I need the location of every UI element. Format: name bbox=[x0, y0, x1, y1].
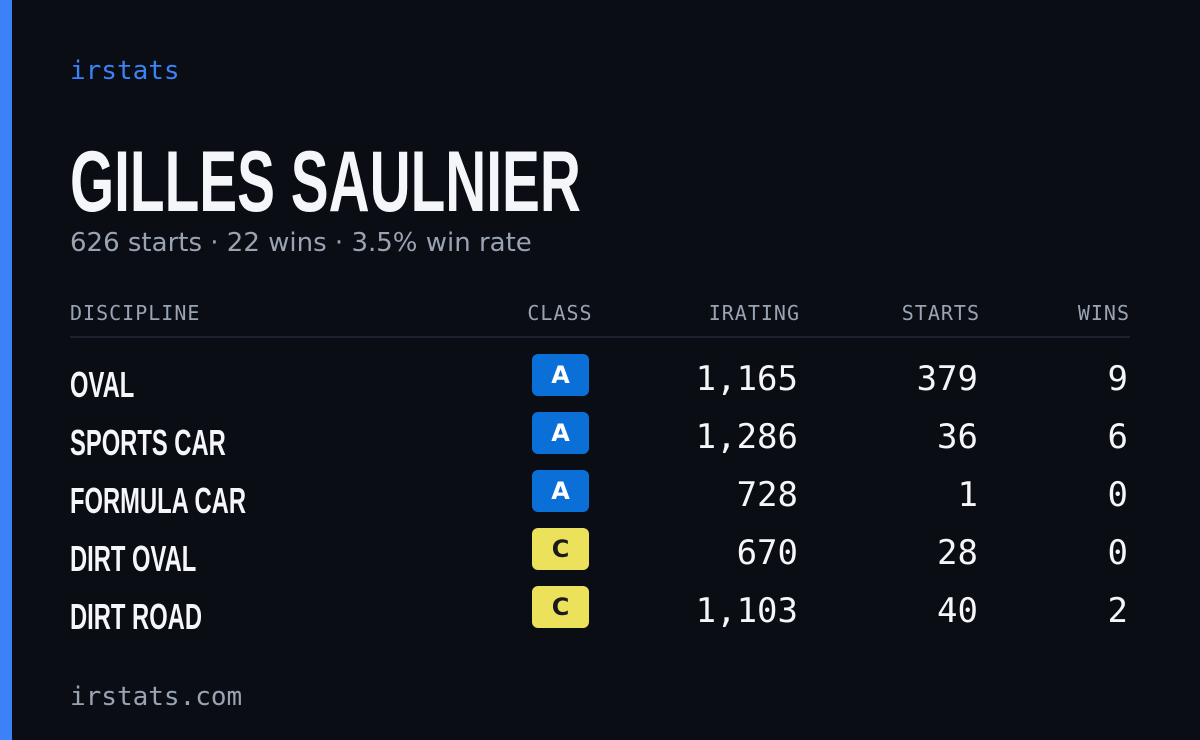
accent-bar bbox=[0, 0, 12, 740]
irating: 728 bbox=[736, 475, 798, 515]
header-rule bbox=[70, 336, 1130, 338]
irating: 1,103 bbox=[695, 591, 798, 631]
starts: 28 bbox=[937, 533, 978, 573]
discipline: DIRT OVAL bbox=[70, 538, 197, 579]
column-header: DISCIPLINE bbox=[70, 301, 201, 325]
wins: 6 bbox=[1107, 417, 1128, 457]
irating: 1,286 bbox=[695, 417, 798, 457]
column-header: CLASS bbox=[527, 301, 593, 325]
class-badge: C bbox=[532, 586, 589, 628]
irating: 1,165 bbox=[695, 359, 798, 399]
starts: 1 bbox=[957, 475, 978, 515]
class-badge: C bbox=[532, 528, 589, 570]
wins: 0 bbox=[1107, 533, 1128, 573]
driver-name: GILLES SAULNIER bbox=[70, 134, 581, 230]
starts: 379 bbox=[916, 359, 978, 399]
column-header: STARTS bbox=[901, 301, 980, 325]
class-badge: A bbox=[532, 470, 589, 512]
starts: 36 bbox=[937, 417, 978, 457]
driver-summary: 626 starts · 22 wins · 3.5% win rate bbox=[70, 228, 532, 258]
discipline: OVAL bbox=[70, 364, 135, 405]
wins: 9 bbox=[1107, 359, 1128, 399]
discipline: FORMULA CAR bbox=[70, 480, 246, 521]
irating: 670 bbox=[736, 533, 798, 573]
discipline: DIRT ROAD bbox=[70, 596, 202, 637]
wins: 0 bbox=[1107, 475, 1128, 515]
footer-url: irstats.com bbox=[70, 682, 243, 712]
column-header: WINS bbox=[1077, 301, 1130, 325]
brand: irstats bbox=[70, 56, 180, 86]
class-badge: A bbox=[532, 354, 589, 396]
class-badge: A bbox=[532, 412, 589, 454]
discipline: SPORTS CAR bbox=[70, 422, 226, 463]
column-header: IRATING bbox=[708, 301, 800, 325]
starts: 40 bbox=[937, 591, 978, 631]
wins: 2 bbox=[1107, 591, 1128, 631]
